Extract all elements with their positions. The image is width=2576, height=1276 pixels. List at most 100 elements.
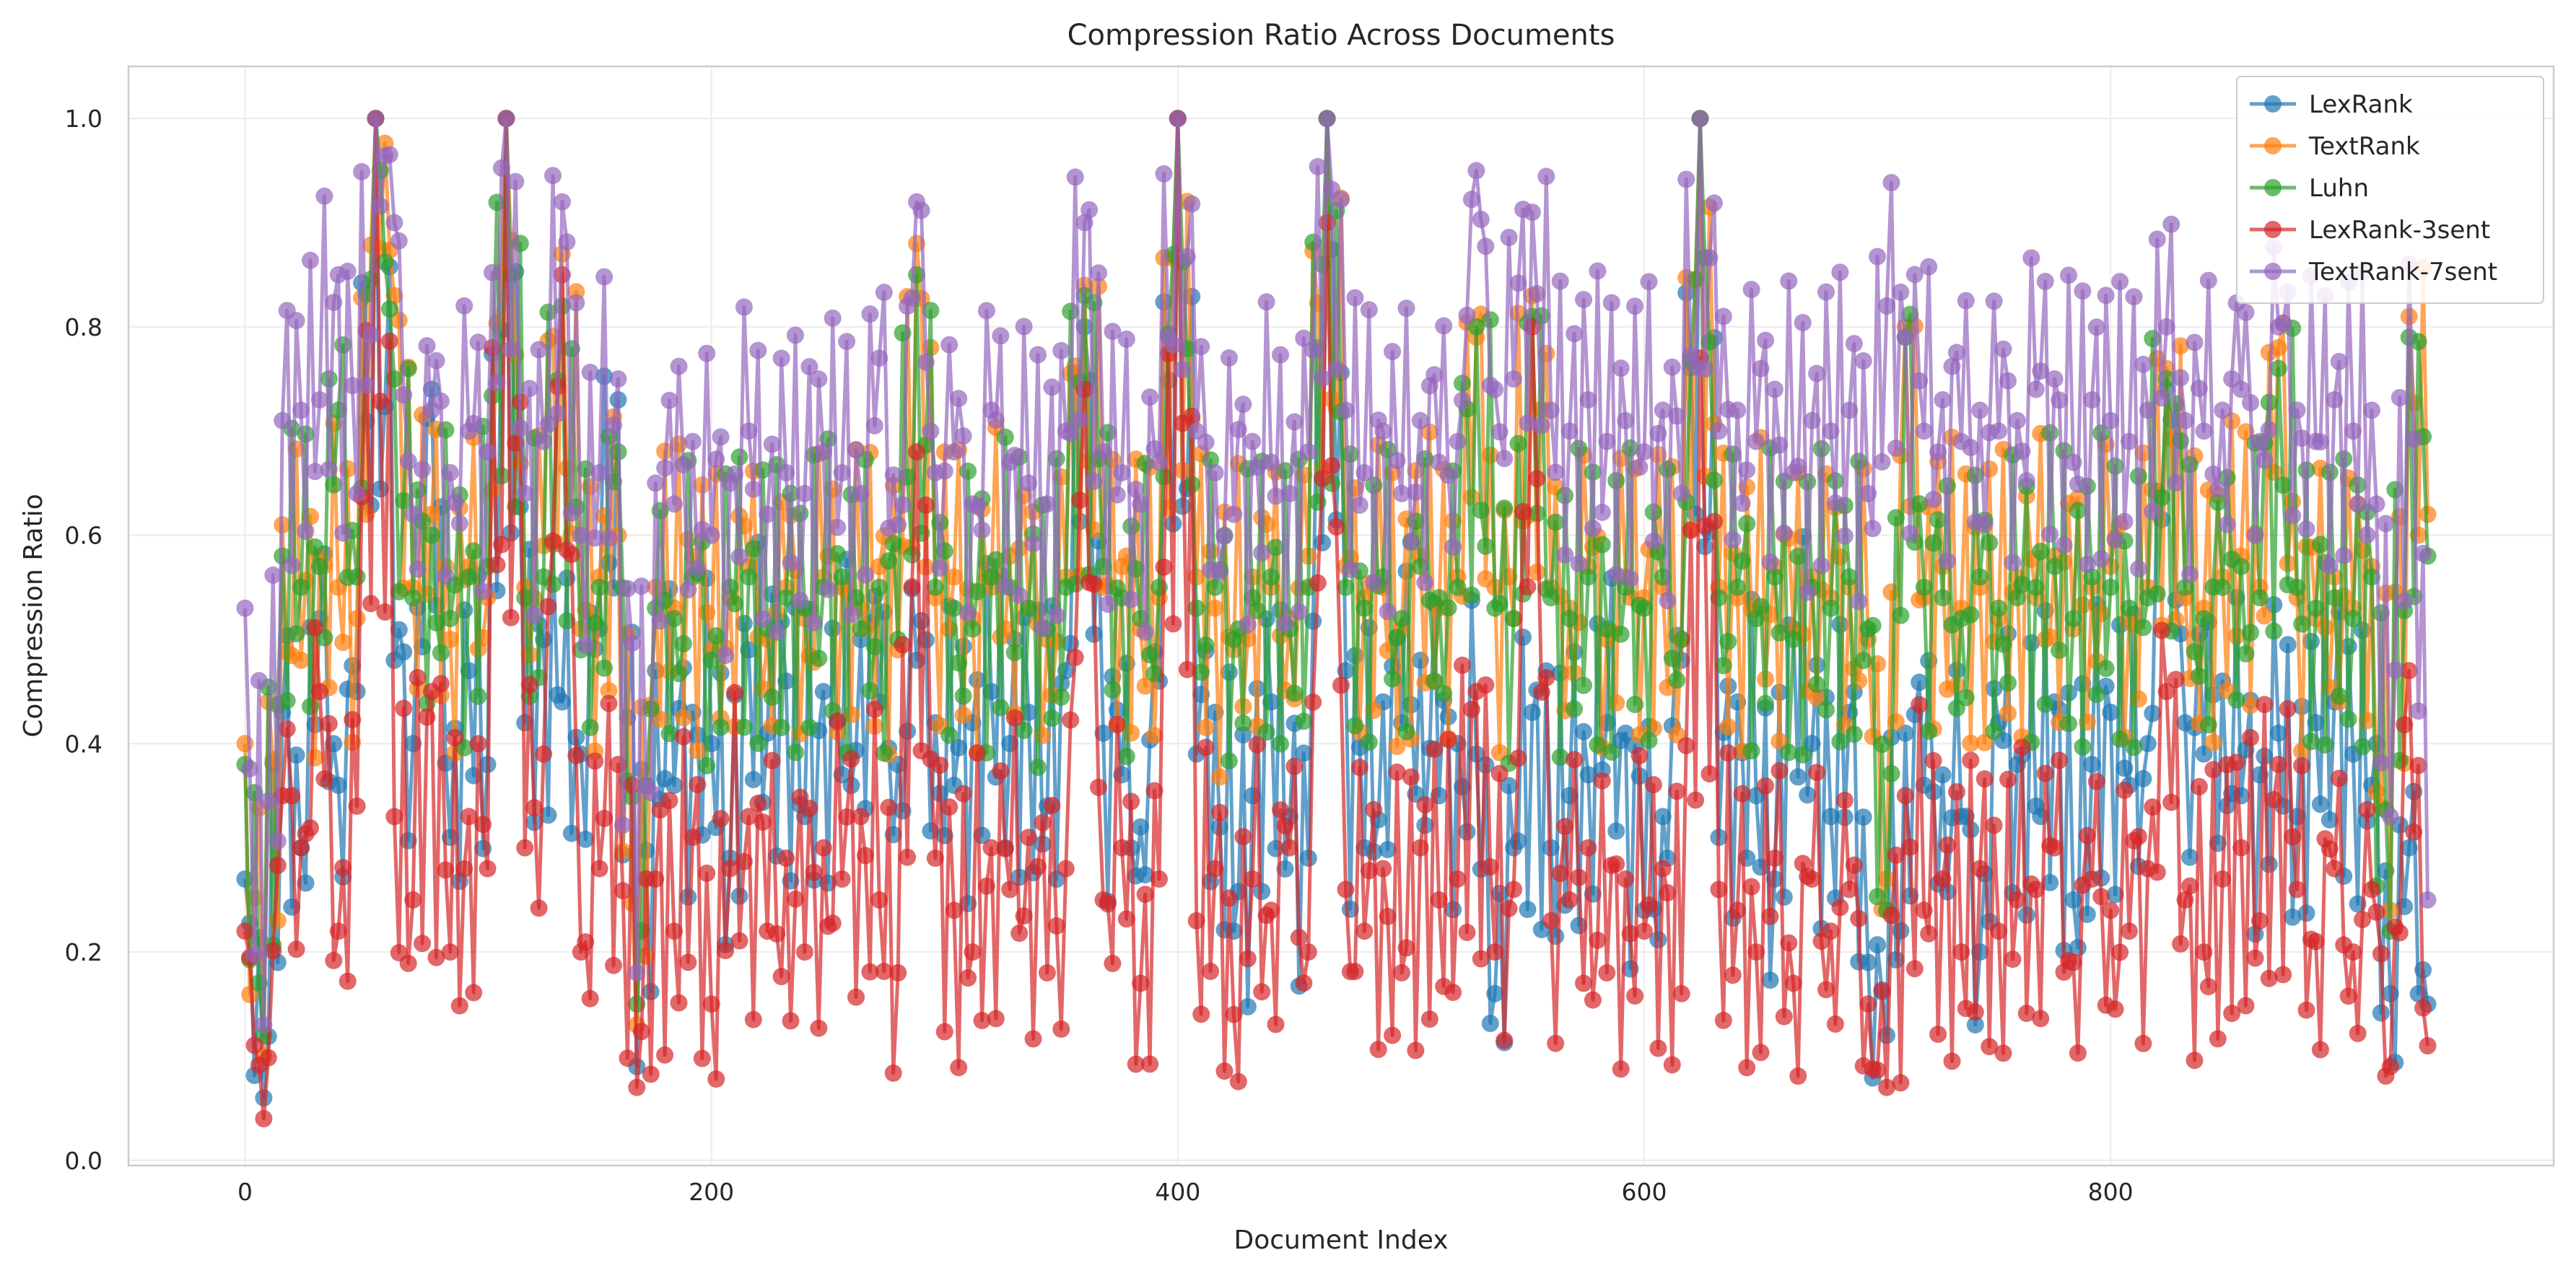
data-point bbox=[2265, 791, 2283, 808]
data-point bbox=[875, 962, 893, 980]
data-point bbox=[847, 441, 865, 459]
data-point bbox=[1290, 603, 1308, 621]
data-point bbox=[1705, 512, 1723, 530]
data-point bbox=[353, 162, 371, 180]
data-point bbox=[399, 954, 417, 972]
data-point bbox=[446, 729, 464, 747]
data-point bbox=[1314, 469, 1332, 487]
data-point bbox=[1765, 380, 1783, 398]
data-point bbox=[959, 462, 977, 480]
series-textrank-7sent bbox=[236, 110, 2437, 1034]
data-point bbox=[2409, 756, 2427, 774]
data-point bbox=[1742, 281, 1760, 299]
data-point bbox=[2083, 756, 2101, 774]
data-point bbox=[1607, 822, 1625, 840]
data-point bbox=[614, 816, 632, 834]
data-point bbox=[292, 651, 310, 669]
data-point bbox=[2102, 704, 2120, 721]
data-point bbox=[334, 859, 352, 877]
data-point bbox=[423, 526, 440, 544]
data-point bbox=[1393, 484, 1410, 502]
data-point bbox=[935, 462, 953, 480]
data-point bbox=[1869, 1061, 1887, 1079]
data-point bbox=[1602, 294, 1620, 312]
data-point bbox=[2409, 702, 2427, 720]
data-point bbox=[241, 760, 258, 778]
data-point bbox=[329, 922, 347, 940]
data-point bbox=[954, 427, 972, 445]
data-point bbox=[1817, 283, 1835, 301]
data-point bbox=[684, 829, 702, 847]
data-point bbox=[865, 416, 883, 434]
data-point bbox=[1047, 606, 1065, 624]
data-point bbox=[674, 709, 692, 727]
data-point bbox=[2288, 401, 2306, 419]
data-point bbox=[2316, 736, 2334, 754]
data-point bbox=[2064, 610, 2082, 628]
data-point bbox=[1761, 554, 1779, 572]
data-point bbox=[950, 390, 968, 408]
data-point bbox=[1920, 258, 1938, 276]
data-point bbox=[772, 349, 790, 367]
data-point bbox=[1598, 620, 1616, 638]
data-point bbox=[2139, 735, 2157, 753]
data-point bbox=[2339, 987, 2357, 1005]
data-point bbox=[1500, 777, 1518, 795]
x-axis-label: Document Index bbox=[1234, 1225, 1448, 1255]
data-point bbox=[2367, 495, 2385, 513]
data-point bbox=[2032, 1010, 2050, 1028]
data-point bbox=[842, 750, 860, 768]
x-tick-label: 600 bbox=[1622, 1178, 1667, 1206]
data-point bbox=[292, 401, 310, 419]
data-point bbox=[623, 776, 641, 794]
data-point bbox=[2060, 715, 2077, 733]
data-point bbox=[530, 899, 548, 917]
data-point bbox=[1350, 496, 1368, 514]
data-point bbox=[1966, 1016, 1984, 1034]
data-point bbox=[1812, 556, 1830, 574]
data-point bbox=[2326, 589, 2344, 607]
data-point bbox=[539, 598, 557, 616]
data-point bbox=[385, 808, 403, 826]
data-point bbox=[1593, 536, 1611, 554]
data-point bbox=[1066, 575, 1084, 593]
data-point bbox=[1747, 943, 1765, 961]
data-point bbox=[2246, 526, 2264, 544]
data-point bbox=[865, 638, 883, 655]
data-point bbox=[427, 948, 445, 966]
data-point bbox=[1458, 306, 1476, 324]
data-point bbox=[292, 839, 310, 857]
data-point bbox=[1486, 943, 1504, 961]
data-point bbox=[833, 870, 851, 888]
data-point bbox=[674, 456, 692, 473]
data-point bbox=[642, 983, 660, 1001]
data-point bbox=[2125, 288, 2143, 306]
data-point bbox=[707, 450, 725, 468]
data-point bbox=[1924, 491, 1942, 509]
data-point bbox=[2004, 554, 2022, 572]
data-point bbox=[717, 647, 735, 665]
series-layer bbox=[236, 110, 2437, 1127]
data-point bbox=[1887, 713, 1905, 731]
data-point bbox=[1691, 110, 1709, 128]
data-point bbox=[1966, 1003, 1984, 1021]
data-point bbox=[2316, 619, 2334, 637]
data-point bbox=[1411, 839, 1429, 857]
data-point bbox=[744, 771, 762, 789]
data-point bbox=[1090, 778, 1107, 796]
y-tick-label: 0.6 bbox=[65, 522, 102, 550]
data-point bbox=[1542, 912, 1560, 930]
data-point bbox=[795, 943, 813, 961]
data-point bbox=[1663, 650, 1681, 668]
data-point bbox=[1589, 262, 1607, 280]
data-point bbox=[1113, 464, 1131, 481]
data-point bbox=[1015, 907, 1033, 925]
data-point bbox=[903, 289, 921, 307]
data-point bbox=[1864, 616, 1882, 634]
data-point bbox=[1458, 923, 1476, 941]
data-point bbox=[2102, 901, 2120, 919]
data-point bbox=[2087, 318, 2105, 336]
data-point bbox=[1579, 391, 1597, 408]
x-tick-label: 800 bbox=[2088, 1178, 2134, 1206]
data-point bbox=[2237, 997, 2255, 1015]
